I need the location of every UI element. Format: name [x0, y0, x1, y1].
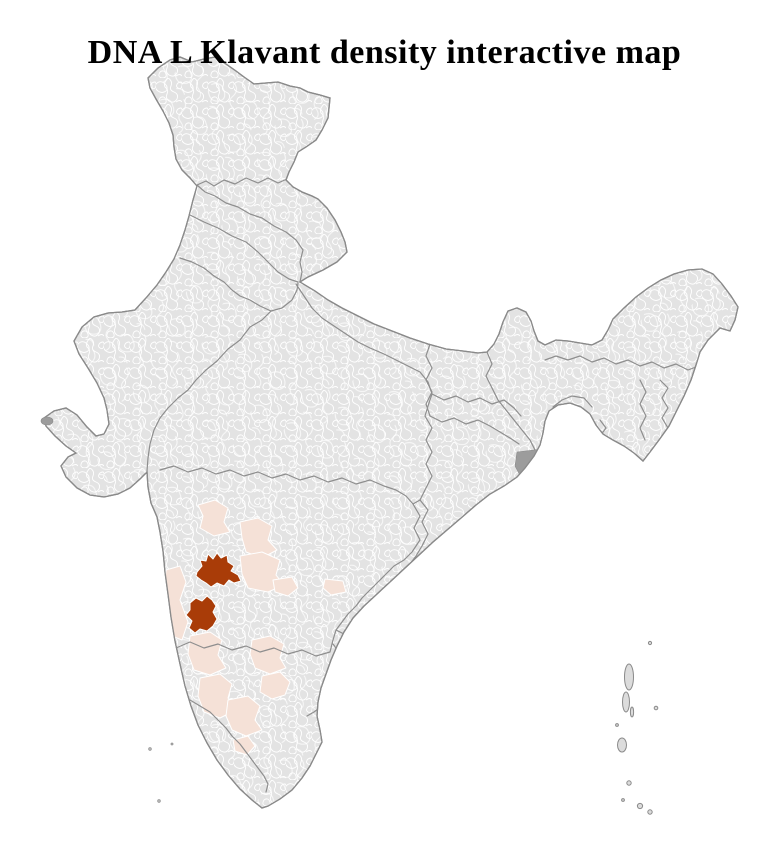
- sundarbans-delta: [514, 448, 547, 483]
- district-low[interactable]: [225, 695, 263, 737]
- district-high-satara[interactable]: [185, 595, 218, 634]
- lakshadweep-islands[interactable]: [148, 742, 174, 803]
- district-low[interactable]: [232, 735, 256, 756]
- district-low[interactable]: [197, 499, 231, 537]
- district-low[interactable]: [272, 576, 299, 597]
- andaman-nicobar-islands[interactable]: [615, 640, 659, 815]
- page-title: DNA L Klavant density interactive map: [87, 33, 682, 71]
- district-low[interactable]: [187, 631, 227, 676]
- district-low[interactable]: [322, 578, 347, 596]
- district-low[interactable]: [259, 671, 291, 700]
- district-low[interactable]: [249, 635, 287, 675]
- district-low[interactable]: [239, 517, 278, 559]
- district-high-pune[interactable]: [195, 552, 242, 588]
- state-borders: [146, 177, 697, 793]
- high-density-districts: [185, 552, 242, 634]
- kutch-island: [40, 416, 54, 426]
- district-texture-overlay: [44, 57, 738, 808]
